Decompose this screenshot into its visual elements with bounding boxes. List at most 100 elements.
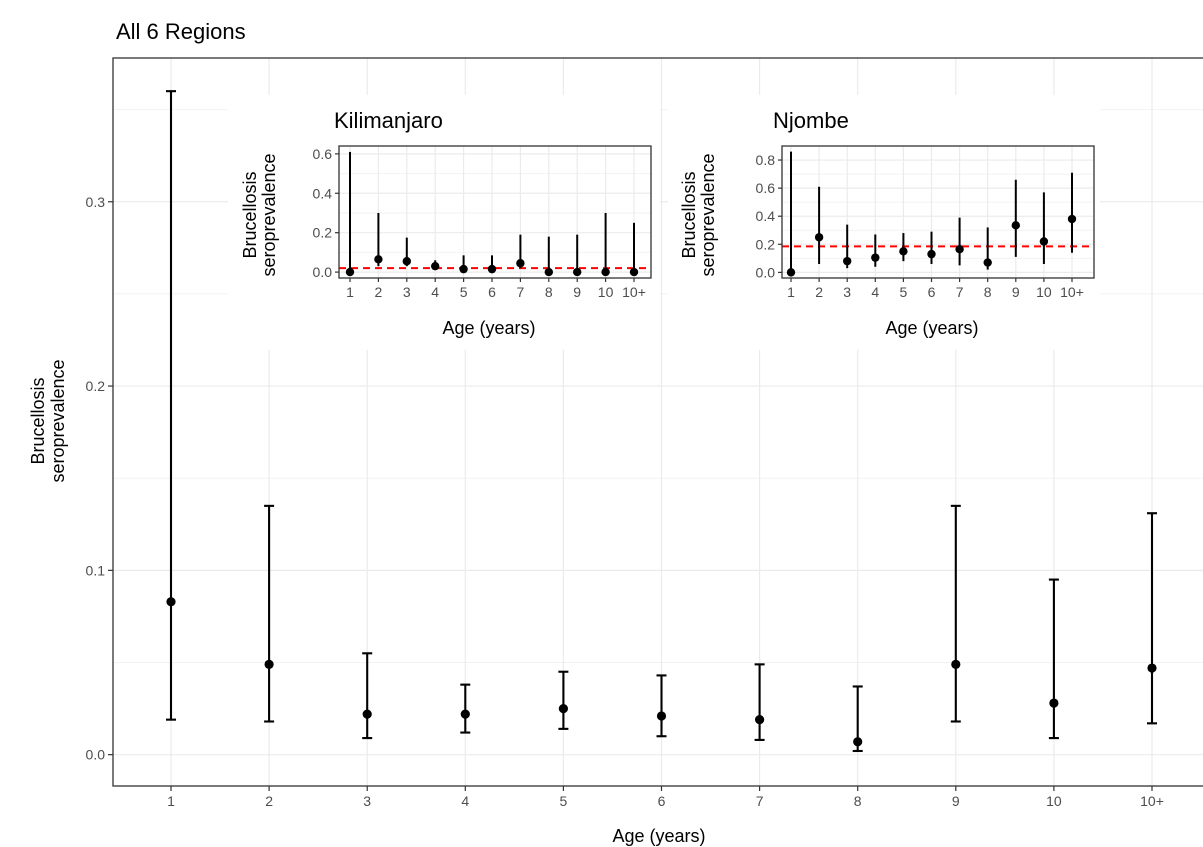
data-point (951, 659, 961, 669)
x-tick-label: 9 (952, 793, 960, 809)
x-tick-label: 10 (1036, 284, 1052, 300)
panel-border (781, 145, 1095, 279)
data-point (459, 264, 468, 274)
data-point (1067, 214, 1077, 224)
inset-title: Kilimanjaro (334, 108, 443, 133)
x-tick-label: 3 (363, 793, 371, 809)
x-tick-label: 2 (815, 284, 823, 300)
x-tick-label: 1 (167, 793, 175, 809)
data-point (1039, 237, 1049, 246)
y-tick-label: 0.4 (756, 208, 776, 224)
data-point (402, 257, 411, 266)
data-point (786, 268, 796, 277)
x-tick-label: 4 (871, 284, 879, 300)
data-point (955, 245, 964, 254)
y-tick-label: 0.2 (756, 236, 776, 252)
data-point (544, 267, 553, 277)
x-tick-label: 3 (843, 284, 851, 300)
y-axis-title-line: seroprevalence (259, 153, 279, 276)
x-tick-label: 5 (460, 284, 468, 300)
inset-title: Njombe (773, 108, 849, 133)
x-tick-label: 4 (431, 284, 439, 300)
y-axis-title-line: Brucellosis (240, 171, 260, 258)
x-tick-label: 10+ (622, 284, 646, 300)
y-axis-title: Brucellosisseroprevalence (240, 153, 279, 276)
data-point (843, 256, 852, 266)
data-point (516, 259, 525, 268)
x-tick-label: 6 (488, 284, 496, 300)
y-tick-label: 0.8 (756, 152, 776, 168)
data-point (460, 709, 470, 719)
data-point (656, 711, 667, 721)
x-tick-label: 9 (573, 284, 581, 300)
x-tick-label: 1 (787, 284, 795, 300)
data-point (871, 253, 880, 262)
x-tick-label: 7 (956, 284, 964, 300)
x-axis-title: Age (years) (612, 826, 705, 846)
x-tick-label: 6 (658, 793, 666, 809)
x-tick-label: 9 (1012, 284, 1020, 300)
x-tick-label: 5 (560, 793, 568, 809)
y-tick-label: 0.4 (313, 185, 333, 201)
data-point (166, 597, 176, 607)
x-tick-label: 10+ (1060, 284, 1084, 300)
data-point (345, 267, 355, 277)
y-axis-title-line: seroprevalence (48, 359, 68, 482)
data-point (814, 233, 824, 242)
data-point (558, 703, 569, 714)
y-tick-label: 0.0 (756, 264, 776, 280)
data-point (431, 261, 440, 271)
x-axis-title: Age (years) (442, 318, 535, 338)
data-point (899, 247, 908, 256)
y-tick-label: 0.6 (756, 180, 776, 196)
inset-chart-kilimanjaro: 0.0 0.2 0.4 0.6 1 2 3 4 5 6 7 8 9 10 10+ Kilimanjaro Age… (228, 95, 660, 350)
x-tick-label: 7 (517, 284, 525, 300)
data-point (573, 267, 582, 277)
panel-border (338, 145, 652, 279)
y-tick-label: 0.2 (86, 378, 106, 394)
x-tick-label: 10+ (1140, 793, 1164, 809)
data-point (1147, 663, 1157, 673)
data-point (927, 249, 936, 259)
data-point (853, 737, 863, 747)
y-axis-title: Brucellosisseroprevalence (679, 153, 718, 276)
panel-border (112, 57, 1203, 787)
x-tick-label: 8 (984, 284, 992, 300)
plot-panel (339, 146, 651, 278)
y-tick-label: 0.3 (86, 194, 106, 210)
data-point (362, 709, 372, 719)
data-point (264, 659, 274, 669)
data-point (629, 267, 639, 277)
x-tick-label: 8 (854, 793, 862, 809)
data-point (374, 255, 383, 264)
x-tick-label: 5 (900, 284, 908, 300)
x-axis-title: Age (years) (885, 318, 978, 338)
y-tick-label: 0.2 (313, 225, 333, 241)
x-tick-label: 6 (928, 284, 936, 300)
x-tick-label: 10 (1046, 793, 1062, 809)
x-tick-label: 7 (756, 793, 764, 809)
y-axis-title: Brucellosisseroprevalence (28, 359, 68, 482)
data-point (983, 258, 992, 267)
inset-chart-njombe: 0.0 0.2 0.4 0.6 0.8 1 2 3 4 5 6 7 8 9 10 10+ Njombe Age (… (668, 95, 1100, 350)
data-point (755, 715, 765, 725)
data-point (1049, 698, 1059, 708)
y-axis-title-line: seroprevalence (698, 153, 718, 276)
x-tick-label: 8 (545, 284, 553, 300)
data-point (601, 267, 610, 277)
x-tick-label: 2 (375, 284, 383, 300)
x-tick-label: 10 (598, 284, 614, 300)
y-axis-title-line: Brucellosis (679, 171, 699, 258)
y-tick-label: 0.1 (86, 562, 106, 578)
chart-title: All 6 Regions (116, 19, 246, 44)
x-tick-label: 1 (346, 284, 354, 300)
y-tick-label: 0.0 (86, 747, 106, 763)
data-point (487, 264, 497, 274)
data-point (1011, 221, 1020, 230)
y-tick-label: 0.0 (313, 264, 333, 280)
plot-panel (782, 146, 1094, 278)
y-axis-title-line: Brucellosis (28, 377, 48, 464)
x-tick-label: 2 (265, 793, 273, 809)
y-tick-label: 0.6 (313, 146, 333, 162)
